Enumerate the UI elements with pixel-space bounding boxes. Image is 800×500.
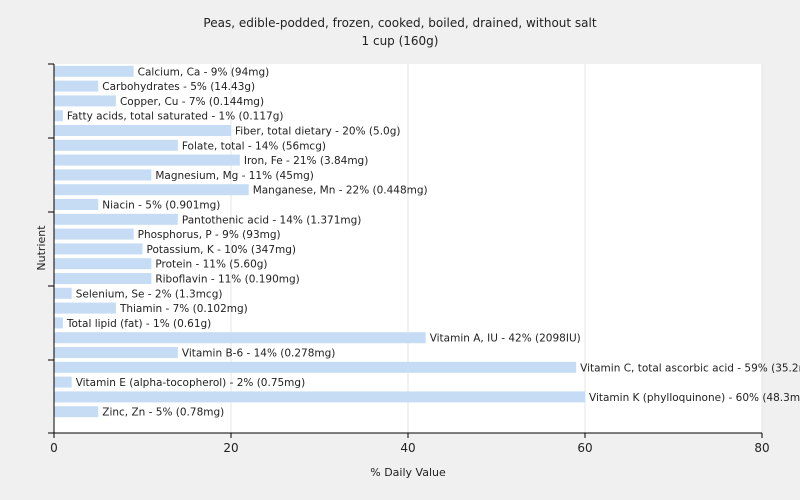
bar xyxy=(54,347,178,358)
axes: 0 20 40 60 80 xyxy=(48,63,770,455)
bar xyxy=(54,406,99,418)
bar-label: Protein - 11% (5.60g) xyxy=(155,259,267,271)
bar xyxy=(54,213,178,225)
bar xyxy=(54,110,63,122)
x-tick-label: 80 xyxy=(754,441,769,455)
chart-subtitle: 1 cup (160g) xyxy=(362,34,439,48)
bar-label: Magnesium, Mg - 11% (45mg) xyxy=(155,170,314,182)
bar xyxy=(54,273,152,284)
bars xyxy=(54,65,585,418)
bar xyxy=(54,125,231,136)
bar-label: Riboflavin - 11% (0.190mg) xyxy=(155,274,299,286)
bar xyxy=(54,258,152,270)
bar-label: Manganese, Mn - 22% (0.448mg) xyxy=(253,185,428,197)
x-axis-title: % Daily Value xyxy=(370,466,446,479)
bar-label: Fatty acids, total saturated - 1% (0.117… xyxy=(67,111,284,123)
bar xyxy=(54,80,99,92)
bar-label: Pantothenic acid - 14% (1.371mg) xyxy=(182,214,361,226)
bar xyxy=(54,95,116,107)
bar xyxy=(54,184,249,196)
bar-label: Carbohydrates - 5% (14.43g) xyxy=(102,81,255,93)
bar xyxy=(54,228,134,240)
bar xyxy=(54,332,426,344)
bar xyxy=(54,391,585,403)
bar-label: Selenium, Se - 2% (1.3mcg) xyxy=(76,288,223,300)
bar xyxy=(54,65,134,77)
bar xyxy=(54,287,72,299)
bar-label: Iron, Fe - 21% (3.84mg) xyxy=(244,155,368,167)
bar-label: Vitamin C, total ascorbic acid - 59% (35… xyxy=(580,362,800,374)
bar-label: Calcium, Ca - 9% (94mg) xyxy=(138,66,270,78)
bar-label: Fiber, total dietary - 20% (5.0g) xyxy=(235,126,400,138)
bar xyxy=(54,302,116,314)
bar-label: Phosphorus, P - 9% (93mg) xyxy=(138,229,281,241)
bar xyxy=(54,317,63,329)
y-axis-title: Nutrient xyxy=(35,225,48,271)
x-tick-label: 0 xyxy=(50,441,58,455)
bar-label: Vitamin B-6 - 14% (0.278mg) xyxy=(182,348,336,360)
bar xyxy=(54,139,178,151)
bar-label: Vitamin A, IU - 42% (2098IU) xyxy=(430,333,581,345)
x-tick-label: 20 xyxy=(223,441,238,455)
bar-label: Copper, Cu - 7% (0.144mg) xyxy=(120,96,264,108)
bar xyxy=(54,376,72,388)
bar xyxy=(54,243,143,255)
bar xyxy=(54,199,99,210)
bar xyxy=(54,361,577,373)
bar-labels: Calcium, Ca - 9% (94mg) Carbohydrates - 5… xyxy=(66,66,800,418)
bar xyxy=(54,154,240,166)
bar-label: Total lipid (fat) - 1% (0.61g) xyxy=(66,318,211,330)
bar-label: Niacin - 5% (0.901mg) xyxy=(102,200,220,212)
bar-label: Vitamin K (phylloquinone) - 60% (48.3mcg… xyxy=(589,392,800,404)
bar-label: Folate, total - 14% (56mcg) xyxy=(182,140,326,152)
x-tick-label: 40 xyxy=(400,441,415,455)
chart-title: Peas, edible-podded, frozen, cooked, boi… xyxy=(203,16,596,30)
bar-label: Thiamin - 7% (0.102mg) xyxy=(119,303,248,315)
bar-label: Potassium, K - 10% (347mg) xyxy=(147,244,297,256)
bar-label: Zinc, Zn - 5% (0.78mg) xyxy=(102,407,224,419)
x-tick-label: 60 xyxy=(577,441,592,455)
bar-label: Vitamin E (alpha-tocopherol) - 2% (0.75m… xyxy=(76,377,306,389)
bar xyxy=(54,169,152,181)
